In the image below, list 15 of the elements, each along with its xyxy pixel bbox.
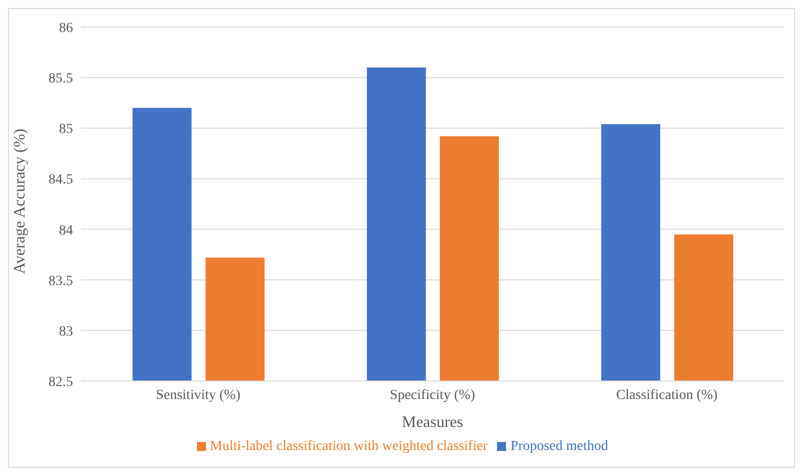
y-tick-label: 84.5: [48, 172, 73, 188]
y-axis-title: Average Accuracy (%): [12, 128, 29, 274]
legend-label: Multi-label classification with weighted classifier: [210, 439, 488, 454]
y-tick-label: 83: [59, 324, 73, 340]
y-tick-label: 85.5: [48, 72, 73, 87]
y-tick-label: 84: [59, 223, 73, 238]
y-tick-label: 83.5: [48, 274, 73, 289]
y-tick-label: 86: [59, 20, 73, 36]
x-tick-label: Specificity (%): [390, 388, 476, 403]
x-tick-label: Classification (%): [616, 388, 718, 403]
x-tick-label: Sensitivity (%): [156, 388, 241, 403]
y-tick-label: 85: [59, 122, 73, 138]
x-axis-title: Measures: [402, 414, 464, 431]
y-tick-label: 82.5: [48, 374, 73, 390]
legend-label: Proposed method: [510, 439, 608, 454]
